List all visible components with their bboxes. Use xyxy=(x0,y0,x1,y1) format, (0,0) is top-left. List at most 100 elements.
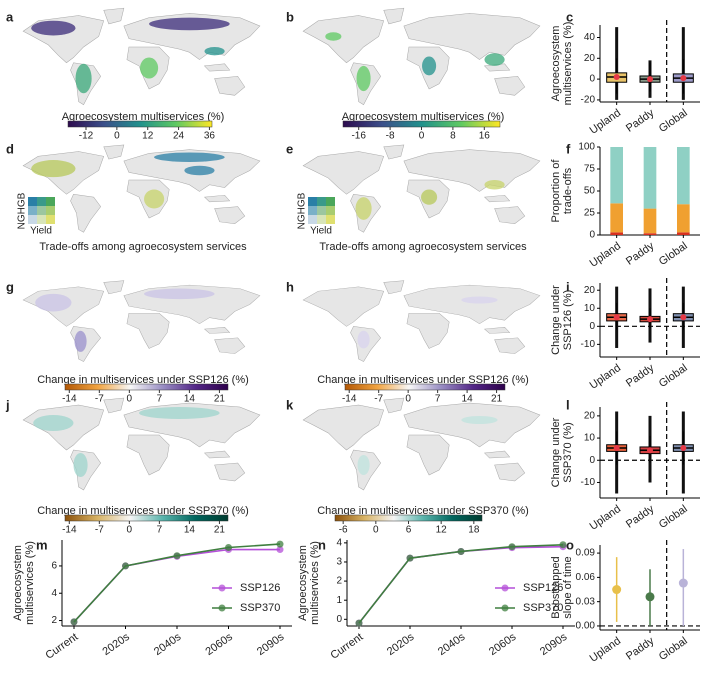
colorbar xyxy=(344,383,506,391)
x-tick-label: Current xyxy=(43,631,80,662)
land xyxy=(383,144,405,160)
y-axis-label: SSP126 (%) xyxy=(562,290,574,351)
y-tick-label: 0 xyxy=(336,614,342,625)
x-tick-label: Global xyxy=(657,240,690,268)
world-map xyxy=(302,144,541,233)
land xyxy=(483,450,511,459)
y-tick-label: 4 xyxy=(51,588,57,599)
inset-x-label: Yield xyxy=(30,226,52,237)
x-tick-label: Paddy xyxy=(624,635,657,663)
map-region xyxy=(325,32,342,41)
y-tick-label: 2 xyxy=(336,576,342,587)
point xyxy=(678,578,688,588)
legend-marker xyxy=(218,584,226,592)
map-region xyxy=(184,165,215,176)
colorbar-tick-label: 0 xyxy=(373,525,379,536)
land xyxy=(103,397,125,414)
x-tick-label: Upland xyxy=(588,635,623,665)
mean xyxy=(613,314,620,321)
map-caption: Trade-offs among agroecosystem services xyxy=(39,241,247,253)
map-caption: Change in multiservices under SSP126 (%) xyxy=(317,374,529,386)
x-tick-label: 2040s xyxy=(436,631,468,658)
inset-cell xyxy=(28,215,37,224)
land xyxy=(383,397,405,414)
y-axis-label: Agroecosystem xyxy=(297,545,309,621)
y-axis-label: Boostrapped xyxy=(550,556,562,618)
land xyxy=(126,312,170,349)
panel-label: h xyxy=(286,279,294,294)
world-map xyxy=(302,397,541,491)
land xyxy=(302,404,385,451)
x-tick-label: 2020s xyxy=(385,631,417,658)
mean xyxy=(613,445,620,452)
legend-label: SSP370 xyxy=(523,602,563,614)
x-tick-label: Upland xyxy=(588,503,623,533)
panel-label: b xyxy=(286,9,294,24)
bar-segment xyxy=(677,204,690,233)
map-region xyxy=(356,65,371,92)
colorbar-tick-label: 0 xyxy=(127,525,133,536)
map-region xyxy=(204,47,225,56)
land xyxy=(494,206,526,224)
colorbar xyxy=(64,514,229,522)
land xyxy=(203,450,231,459)
point xyxy=(225,544,232,552)
colorbar-tick-label: -14 xyxy=(62,525,77,536)
bar-segment xyxy=(643,233,657,235)
y-tick-label: 20 xyxy=(584,411,596,422)
colorbar-tick-label: 16 xyxy=(479,131,491,142)
inset-cell xyxy=(37,206,46,215)
land xyxy=(406,312,450,349)
colorbar-tick-label: 24 xyxy=(173,131,185,142)
map-region xyxy=(355,197,372,220)
colorbar-tick-label: 12 xyxy=(142,131,154,142)
land xyxy=(214,462,246,482)
y-tick-label: 0 xyxy=(589,74,595,85)
inset-cell xyxy=(46,206,55,215)
inset-cell xyxy=(326,215,335,224)
map-caption: Change in multiservices under SSP126 (%) xyxy=(37,374,249,386)
map-region xyxy=(484,53,505,66)
colorbar xyxy=(67,120,213,128)
colorbar-tick-label: 7 xyxy=(435,394,441,405)
land xyxy=(203,327,231,334)
colorbar-tick-label: 6 xyxy=(406,525,412,536)
world-map xyxy=(302,280,541,362)
bar-segment xyxy=(677,232,690,235)
panel-label: d xyxy=(6,141,14,156)
bar-segment xyxy=(610,147,623,204)
map-region xyxy=(31,160,76,178)
colorbar-tick-label: -12 xyxy=(79,131,94,142)
legend-marker xyxy=(218,604,226,612)
land xyxy=(403,284,541,325)
colorbar-tick-label: -14 xyxy=(342,394,357,405)
land xyxy=(214,76,246,96)
point xyxy=(355,619,363,627)
x-tick-label: Global xyxy=(657,107,690,135)
x-tick-label: Global xyxy=(657,503,690,531)
y-tick-label: 0 xyxy=(589,321,595,332)
inset-cell xyxy=(317,197,326,206)
inset-cell xyxy=(326,197,335,206)
y-tick-label: -10 xyxy=(581,477,596,488)
panel-label: g xyxy=(6,279,14,294)
panel-label: e xyxy=(286,141,293,156)
land xyxy=(302,286,385,327)
world-map xyxy=(22,280,261,362)
point xyxy=(122,562,129,570)
land xyxy=(494,76,526,96)
bar-segment xyxy=(677,147,690,205)
inset-cell xyxy=(46,197,55,206)
y-tick-label: 6 xyxy=(51,561,57,572)
land xyxy=(214,206,246,224)
inset-cell xyxy=(308,215,317,224)
colorbar-tick-label: -14 xyxy=(62,394,77,405)
legend-label: SSP126 xyxy=(240,582,280,594)
map-caption: Trade-offs among agroecosystem services xyxy=(319,241,527,253)
panel-label: j xyxy=(5,397,10,412)
y-tick-label: 4 xyxy=(336,538,342,549)
land xyxy=(494,462,526,482)
panel-label: c xyxy=(566,9,573,24)
x-tick-label: Paddy xyxy=(624,240,657,268)
inset-y-label: NGHGB xyxy=(17,192,28,229)
